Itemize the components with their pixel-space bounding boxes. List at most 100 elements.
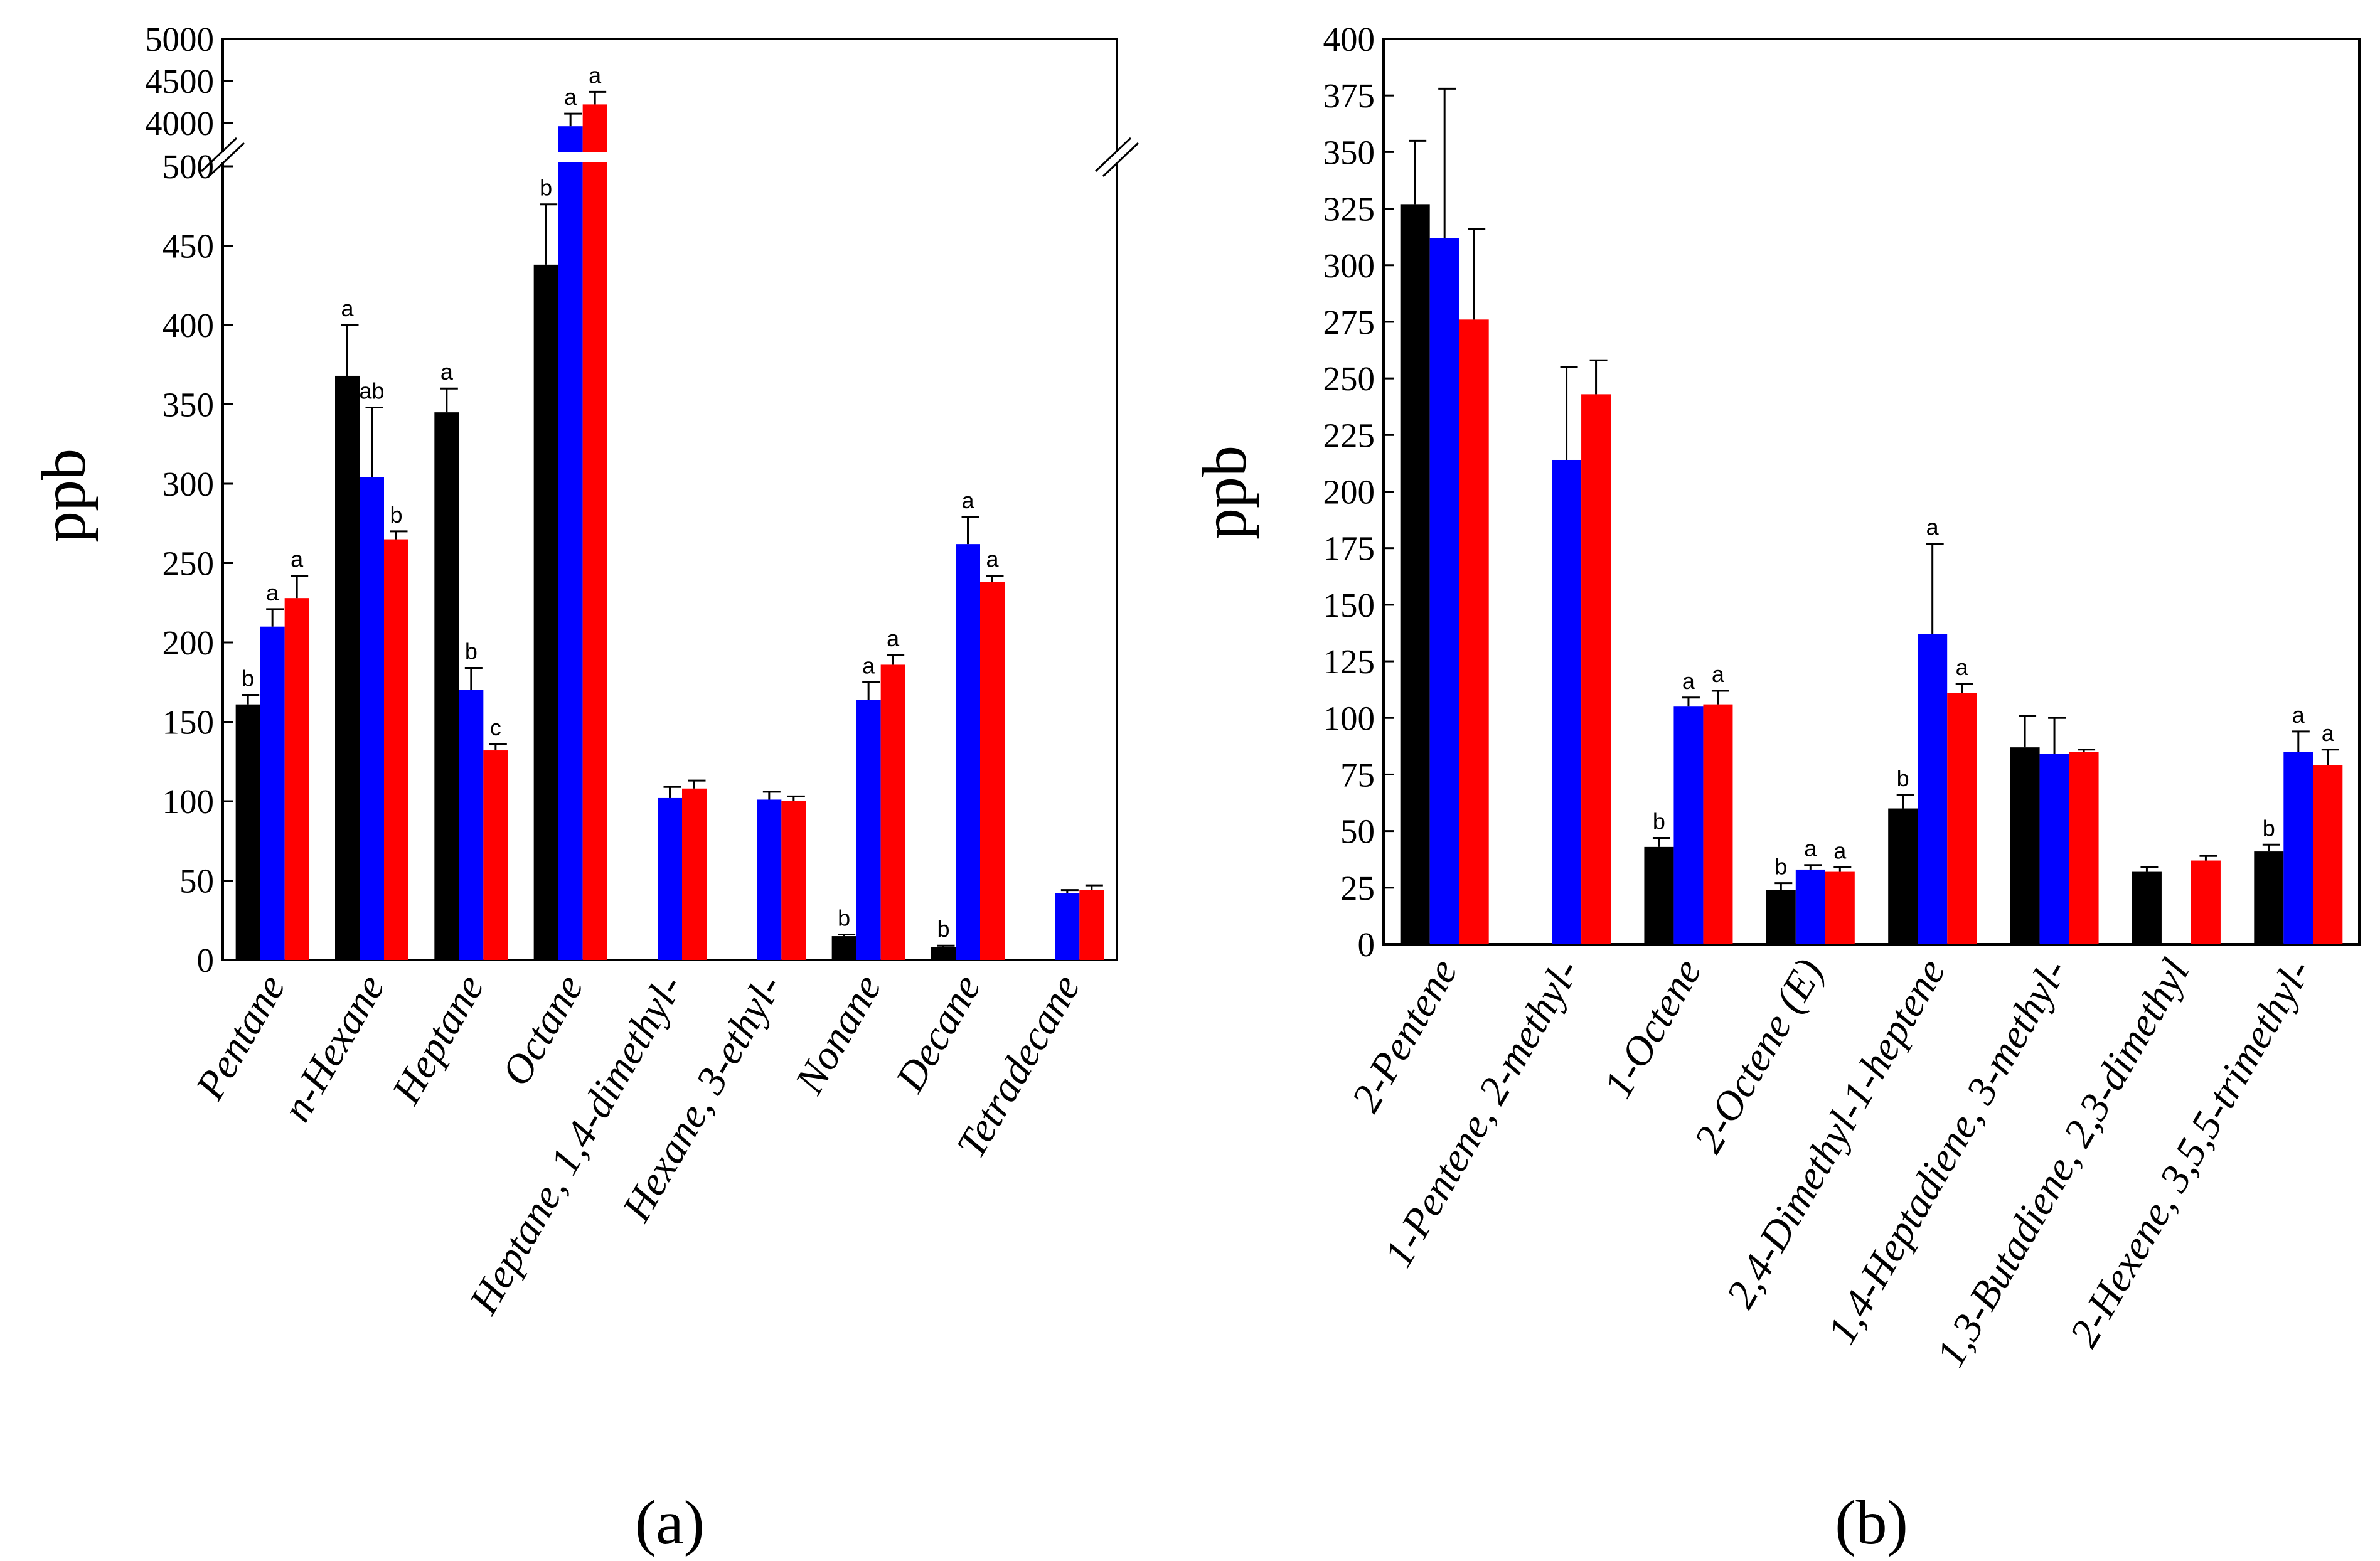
significance-letter: b xyxy=(540,175,552,201)
significance-letter: b xyxy=(937,916,949,942)
significance-letter: a xyxy=(887,626,900,651)
y-tick-label: 350 xyxy=(163,386,215,424)
bar-black xyxy=(1644,846,1674,944)
significance-letter: a xyxy=(1833,838,1847,863)
significance-letter: a xyxy=(2292,702,2305,728)
x-category-label: Nonane xyxy=(786,967,890,1102)
bar-red xyxy=(880,664,905,960)
y-tick-label: 200 xyxy=(163,624,215,662)
significance-letter: ab xyxy=(359,378,384,404)
panel-label: (b) xyxy=(1835,1488,1908,1557)
y-tick-label: 100 xyxy=(1323,699,1375,737)
axis-break-mark xyxy=(1094,137,1132,173)
bar-blue xyxy=(1918,634,1948,944)
bar-red xyxy=(1079,890,1104,960)
bar-red xyxy=(682,788,707,960)
bar-black xyxy=(533,264,558,960)
bar-black xyxy=(1766,890,1796,944)
x-category-label: Pentane xyxy=(186,967,294,1108)
bar-black xyxy=(1888,808,1918,944)
bar-blue xyxy=(1055,893,1080,960)
bar-blue xyxy=(558,126,583,961)
y-tick-label: 450 xyxy=(163,227,215,265)
significance-letter: a xyxy=(1926,514,1940,540)
y-tick-label: 0 xyxy=(1358,925,1375,964)
bar-red xyxy=(483,750,508,960)
y-tick-label: 50 xyxy=(179,862,214,900)
significance-letter: a xyxy=(986,546,999,572)
bar-black xyxy=(831,936,856,960)
y-axis-label: ppb xyxy=(29,449,99,543)
significance-letter: c xyxy=(490,715,501,740)
y-tick-label: 4500 xyxy=(145,62,214,100)
bar-blue xyxy=(1673,706,1704,944)
bar-red xyxy=(1825,871,1855,944)
chart-b: bbbbaaaaaaaa0255075100125150175200225250… xyxy=(1190,20,2361,1557)
bar-black xyxy=(235,704,260,960)
bar-black xyxy=(335,375,360,960)
bar-blue xyxy=(360,477,384,960)
bar-blue xyxy=(956,544,980,960)
significance-letter: b xyxy=(1774,854,1787,880)
significance-letter: b xyxy=(1897,765,1909,791)
y-tick-label: 100 xyxy=(163,782,215,821)
significance-letter: a xyxy=(266,580,279,605)
significance-letter: a xyxy=(1956,654,1969,680)
y-tick-label: 325 xyxy=(1323,190,1375,228)
significance-letter: a xyxy=(1804,836,1817,861)
x-category-label: 2-Hexene, 3,5,5-trimethyl- xyxy=(2061,951,2320,1355)
significance-letter: a xyxy=(961,487,974,513)
bar-black xyxy=(931,947,956,960)
y-tick-label: 300 xyxy=(163,465,215,503)
y-tick-label: 75 xyxy=(1340,755,1375,794)
y-tick-label: 225 xyxy=(1323,416,1375,454)
significance-letter: a xyxy=(862,653,875,678)
y-axis-label: ppb xyxy=(1190,445,1259,540)
bar-blue xyxy=(856,700,881,960)
bar-black xyxy=(2132,871,2162,944)
y-tick-label: 250 xyxy=(1323,360,1375,398)
bar-red xyxy=(2313,765,2343,944)
axis-break-mark xyxy=(200,137,238,173)
y-tick-label: 150 xyxy=(1323,586,1375,624)
significance-letter: a xyxy=(341,296,354,321)
bar-blue xyxy=(1552,459,1582,944)
axis-break-gap xyxy=(521,152,620,162)
y-tick-label: 200 xyxy=(1323,473,1375,511)
significance-letter: a xyxy=(1682,668,1695,694)
significance-letter: b xyxy=(242,665,254,691)
panel-label: (a) xyxy=(635,1488,705,1557)
significance-letter: b xyxy=(838,905,850,931)
y-tick-label: 400 xyxy=(163,306,215,344)
bar-red xyxy=(1947,693,1977,944)
bar-blue xyxy=(260,626,285,960)
bar-red xyxy=(2191,860,2221,944)
y-tick-label: 0 xyxy=(197,941,215,979)
plot-frame xyxy=(1382,38,2361,946)
bar-blue xyxy=(459,690,484,960)
significance-letter: a xyxy=(440,359,454,385)
bar-red xyxy=(384,539,408,960)
bar-blue xyxy=(1795,869,1825,944)
y-tick-label: 350 xyxy=(1323,133,1375,171)
significance-letter: b xyxy=(1653,808,1665,834)
significance-letter: a xyxy=(291,546,304,572)
bar-blue xyxy=(2039,754,2069,944)
x-category-label: Octane xyxy=(493,967,593,1094)
significance-letter: a xyxy=(2322,720,2335,746)
y-tick-label: 150 xyxy=(163,703,215,742)
bar-red xyxy=(781,801,806,960)
significance-letter: b xyxy=(465,638,478,664)
axis-break-mark xyxy=(1102,142,1139,178)
y-tick-label: 250 xyxy=(163,545,215,583)
significance-letter: b xyxy=(2263,815,2275,841)
x-category-label: 1,4-Heptadiene, 3-methyl- xyxy=(1819,951,2077,1351)
bar-black xyxy=(2010,747,2040,944)
y-tick-label: 175 xyxy=(1323,530,1375,568)
bar-blue xyxy=(757,799,782,960)
significance-letter: a xyxy=(589,62,602,88)
y-tick-label: 275 xyxy=(1323,303,1375,341)
y-tick-label: 50 xyxy=(1340,812,1375,851)
